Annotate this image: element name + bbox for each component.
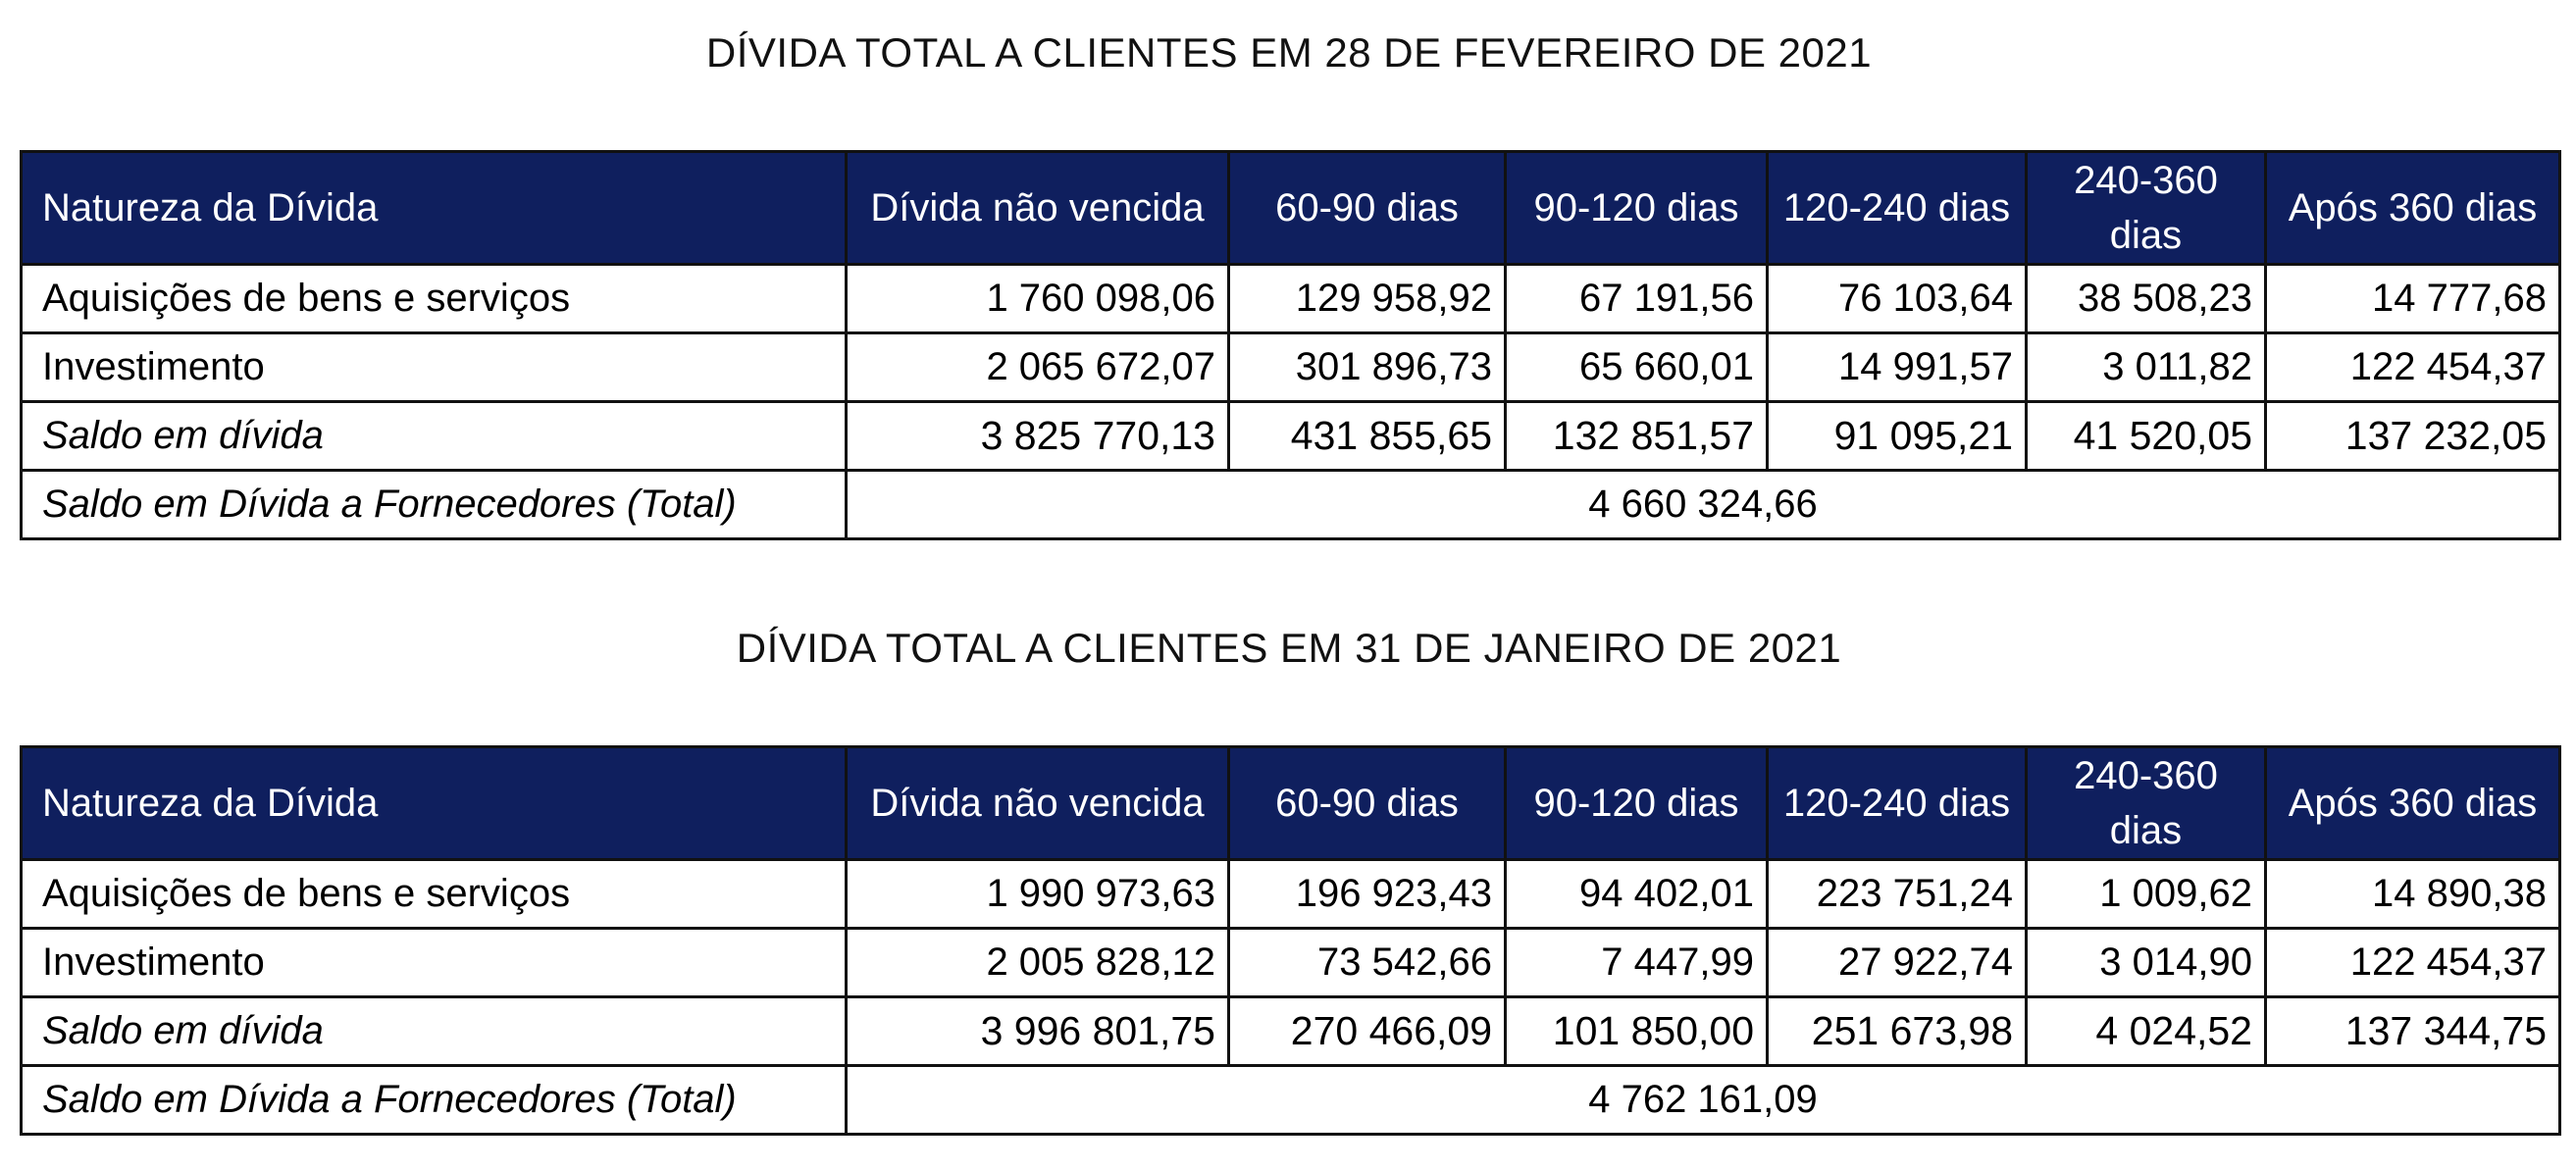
header-90-120: 90-120 dias bbox=[1504, 150, 1769, 266]
cell-value: 76 103,64 bbox=[1766, 263, 2028, 334]
subtotal-value: 137 232,05 bbox=[2264, 400, 2561, 472]
total-label: Saldo em Dívida a Fornecedores (Total) bbox=[20, 469, 848, 540]
table-row: Aquisições de bens e serviços 1 760 098,… bbox=[20, 263, 2561, 334]
table-row: Investimento 2 065 672,07 301 896,73 65 … bbox=[20, 331, 2561, 403]
cell-value: 73 542,66 bbox=[1227, 927, 1507, 998]
header-90-120: 90-120 dias bbox=[1504, 745, 1769, 861]
row-label: Investimento bbox=[20, 331, 848, 403]
subtotal-value: 132 851,57 bbox=[1504, 400, 1769, 472]
cell-value: 67 191,56 bbox=[1504, 263, 1769, 334]
header-240-360: 240-360 dias bbox=[2025, 745, 2267, 861]
header-60-90: 60-90 dias bbox=[1227, 745, 1507, 861]
cell-value: 14 890,38 bbox=[2264, 858, 2561, 930]
header-120-240: 120-240 dias bbox=[1766, 150, 2028, 266]
subtotal-value: 3 996 801,75 bbox=[845, 995, 1230, 1067]
subtotal-row: Saldo em dívida 3 825 770,13 431 855,65 … bbox=[20, 400, 2561, 472]
debt-table: Natureza da Dívida Dívida não vencida 60… bbox=[20, 150, 2561, 540]
section-title: DÍVIDA TOTAL A CLIENTES EM 28 DE FEVEREI… bbox=[705, 29, 1873, 76]
cell-value: 223 751,24 bbox=[1766, 858, 2028, 930]
subtotal-value: 4 024,52 bbox=[2025, 995, 2267, 1067]
cell-value: 122 454,37 bbox=[2264, 927, 2561, 998]
header-after-360: Após 360 dias bbox=[2264, 745, 2561, 861]
cell-value: 27 922,74 bbox=[1766, 927, 2028, 998]
subtotal-value: 431 855,65 bbox=[1227, 400, 1507, 472]
cell-value: 1 760 098,06 bbox=[845, 263, 1230, 334]
header-60-90: 60-90 dias bbox=[1227, 150, 1507, 266]
cell-value: 1 009,62 bbox=[2025, 858, 2267, 930]
header-120-240: 120-240 dias bbox=[1766, 745, 2028, 861]
header-nature: Natureza da Dívida bbox=[20, 150, 848, 266]
header-after-360: Após 360 dias bbox=[2264, 150, 2561, 266]
cell-value: 14 991,57 bbox=[1766, 331, 2028, 403]
subtotal-value: 137 344,75 bbox=[2264, 995, 2561, 1067]
subtotal-value: 270 466,09 bbox=[1227, 995, 1507, 1067]
subtotal-value: 3 825 770,13 bbox=[845, 400, 1230, 472]
cell-value: 2 005 828,12 bbox=[845, 927, 1230, 998]
cell-value: 3 011,82 bbox=[2025, 331, 2267, 403]
total-row: Saldo em Dívida a Fornecedores (Total) 4… bbox=[20, 1064, 2561, 1136]
cell-value: 94 402,01 bbox=[1504, 858, 1769, 930]
row-label: Investimento bbox=[20, 927, 848, 998]
subtotal-row: Saldo em dívida 3 996 801,75 270 466,09 … bbox=[20, 995, 2561, 1067]
header-row: Natureza da Dívida Dívida não vencida 60… bbox=[20, 150, 2561, 266]
cell-value: 3 014,90 bbox=[2025, 927, 2267, 998]
table-row: Investimento 2 005 828,12 73 542,66 7 44… bbox=[20, 927, 2561, 998]
subtotal-value: 41 520,05 bbox=[2025, 400, 2267, 472]
debt-table: Natureza da Dívida Dívida não vencida 60… bbox=[20, 745, 2561, 1136]
cell-value: 2 065 672,07 bbox=[845, 331, 1230, 403]
cell-value: 196 923,43 bbox=[1227, 858, 1507, 930]
total-label: Saldo em Dívida a Fornecedores (Total) bbox=[20, 1064, 848, 1136]
subtotal-value: 101 850,00 bbox=[1504, 995, 1769, 1067]
row-label: Aquisições de bens e serviços bbox=[20, 858, 848, 930]
cell-value: 129 958,92 bbox=[1227, 263, 1507, 334]
cell-value: 122 454,37 bbox=[2264, 331, 2561, 403]
header-not-due: Dívida não vencida bbox=[845, 150, 1230, 266]
cell-value: 7 447,99 bbox=[1504, 927, 1769, 998]
subtotal-label: Saldo em dívida bbox=[20, 400, 848, 472]
subtotal-label: Saldo em dívida bbox=[20, 995, 848, 1067]
subtotal-value: 251 673,98 bbox=[1766, 995, 2028, 1067]
total-value: 4 660 324,66 bbox=[845, 469, 2561, 540]
header-nature: Natureza da Dívida bbox=[20, 745, 848, 861]
row-label: Aquisições de bens e serviços bbox=[20, 263, 848, 334]
cell-value: 65 660,01 bbox=[1504, 331, 1769, 403]
cell-value: 38 508,23 bbox=[2025, 263, 2267, 334]
header-240-360: 240-360 dias bbox=[2025, 150, 2267, 266]
subtotal-value: 91 095,21 bbox=[1766, 400, 2028, 472]
cell-value: 301 896,73 bbox=[1227, 331, 1507, 403]
header-not-due: Dívida não vencida bbox=[845, 745, 1230, 861]
total-value: 4 762 161,09 bbox=[845, 1064, 2561, 1136]
table-row: Aquisições de bens e serviços 1 990 973,… bbox=[20, 858, 2561, 930]
header-row: Natureza da Dívida Dívida não vencida 60… bbox=[20, 745, 2561, 861]
cell-value: 14 777,68 bbox=[2264, 263, 2561, 334]
cell-value: 1 990 973,63 bbox=[845, 858, 1230, 930]
total-row: Saldo em Dívida a Fornecedores (Total) 4… bbox=[20, 469, 2561, 540]
section-title: DÍVIDA TOTAL A CLIENTES EM 31 DE JANEIRO… bbox=[736, 625, 1842, 671]
